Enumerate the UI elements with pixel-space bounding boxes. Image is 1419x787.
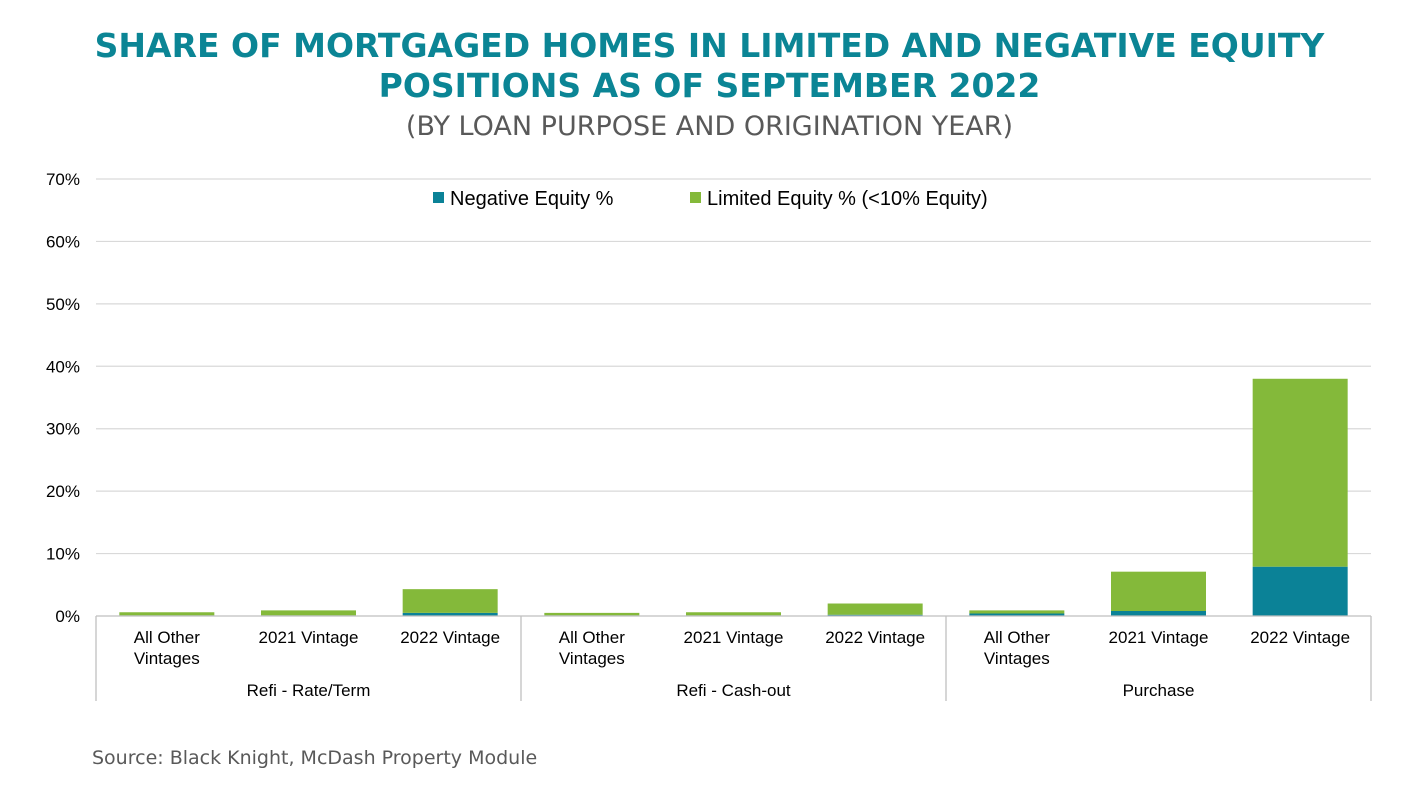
bar-segment-limited-equity (119, 612, 215, 616)
category-label: 2022 Vintage (400, 628, 500, 647)
legend-swatch-negative-equity (433, 192, 444, 203)
group-label: Refi - Rate/Term (247, 681, 371, 700)
bar-segment-limited-equity (969, 610, 1065, 614)
bar-segment-limited-equity (686, 612, 781, 616)
category-label: 2021 Vintage (259, 628, 359, 647)
legend-label-negative-equity: Negative Equity % (450, 188, 614, 210)
y-tick-label: 60% (46, 232, 80, 251)
chart-title: SHARE OF MORTGAGED HOMES IN LIMITED AND … (0, 26, 1419, 106)
category-label: All Other Vintages (984, 628, 1050, 668)
source-note: Source: Black Knight, McDash Property Mo… (92, 747, 538, 769)
y-tick-label: 0% (55, 607, 80, 626)
category-label: 2022 Vintage (1250, 628, 1350, 647)
bar-segment-negative-equity (969, 613, 1065, 616)
legend-swatch-limited-equity (690, 192, 701, 203)
bar-segment-limited-equity (827, 603, 923, 615)
y-tick-label: 20% (46, 482, 80, 501)
chart-subtitle: (BY LOAN PURPOSE AND ORIGINATION YEAR) (405, 111, 1014, 142)
category-label: 2021 Vintage (1109, 628, 1209, 647)
gridlines (96, 178, 1371, 555)
x-axis: All Other Vintages 2021 Vintage 2022 Vintag… (95, 615, 1372, 701)
bar-segment-limited-equity (261, 610, 356, 616)
y-tick-label: 30% (46, 420, 80, 439)
group-label: Refi - Cash-out (676, 681, 791, 700)
bar-segment-limited-equity (402, 589, 498, 613)
bar-segment-limited-equity (544, 612, 640, 616)
stacked-bar-chart: 0% 10% 20% 30% 40% 50% 60% 70% All Other Vintage… (46, 170, 1372, 701)
category-label: 2021 Vintage (684, 628, 784, 647)
bar-segment-negative-equity (1111, 611, 1206, 616)
y-axis-tick-labels: 0% 10% 20% 30% 40% 50% 60% 70% (46, 170, 80, 626)
bar-segment-limited-equity (1252, 378, 1348, 567)
bars (119, 378, 1348, 616)
category-label: 2022 Vintage (825, 628, 925, 647)
bar-segment-negative-equity (402, 612, 498, 616)
category-label: All Other Vintages (134, 628, 200, 668)
legend-label-limited-equity: Limited Equity % (<10% Equity) (707, 188, 988, 210)
category-label: All Other Vintages (559, 628, 625, 668)
chart-title-line-2: POSITIONS AS OF SEPTEMBER 2022 (378, 66, 1041, 105)
y-tick-label: 50% (46, 295, 80, 314)
chart-title-line-1: SHARE OF MORTGAGED HOMES IN LIMITED AND … (94, 26, 1325, 65)
bar-segment-negative-equity (1252, 566, 1348, 616)
y-tick-label: 40% (46, 357, 80, 376)
y-tick-label: 70% (46, 170, 80, 189)
legend: Negative Equity % Limited Equity % (<10% … (433, 188, 988, 210)
group-label: Purchase (1123, 681, 1195, 700)
y-tick-label: 10% (46, 545, 80, 564)
bar-segment-limited-equity (1111, 571, 1206, 612)
